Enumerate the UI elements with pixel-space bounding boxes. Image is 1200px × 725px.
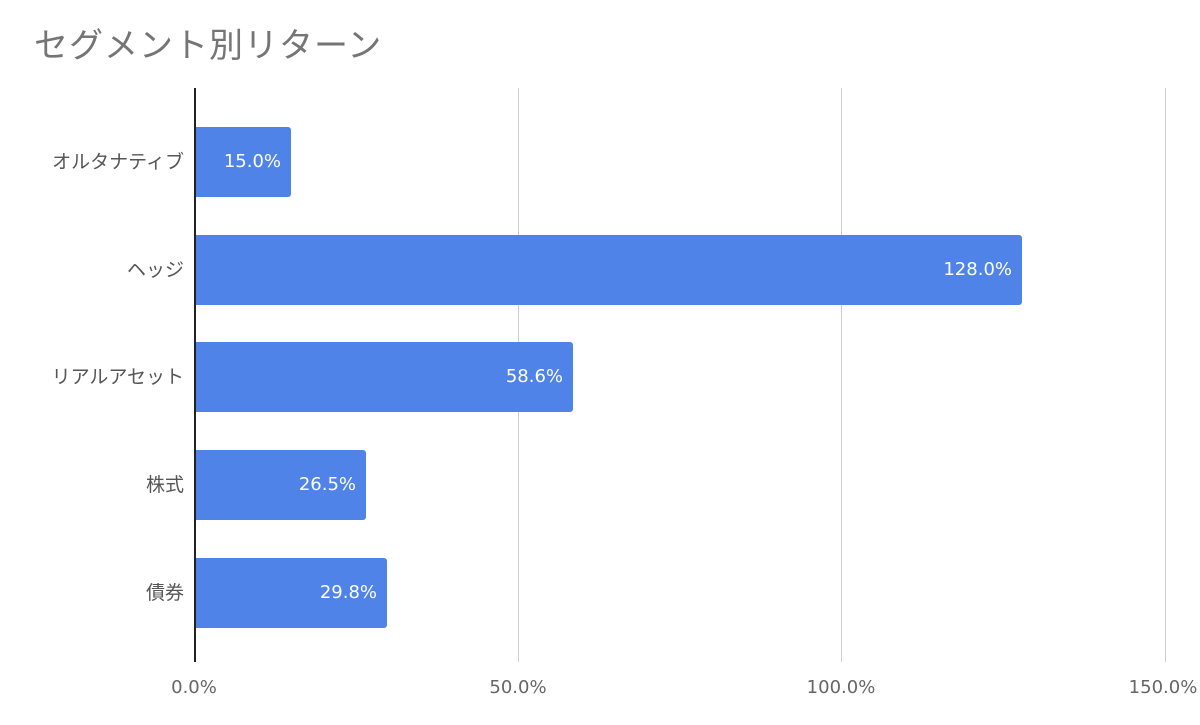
chart-title: セグメント別リターン bbox=[34, 26, 383, 66]
bar-alternative[interactable]: 15.0% bbox=[195, 127, 291, 197]
x-tick-label: 0.0% bbox=[171, 677, 217, 698]
category-label: 株式 bbox=[145, 474, 184, 496]
gridline-150 bbox=[1165, 88, 1166, 662]
category-label: リアルアセット bbox=[51, 366, 184, 388]
bar-value-label: 26.5% bbox=[298, 474, 356, 495]
x-tick-label: 150.0% bbox=[1128, 677, 1198, 698]
x-tick-label: 100.0% bbox=[806, 677, 876, 698]
bar-value-label: 128.0% bbox=[943, 259, 1012, 280]
gridline-100 bbox=[841, 88, 842, 662]
bar-bond[interactable]: 29.8% bbox=[195, 558, 387, 628]
plot-area: 15.0% 128.0% 58.6% 26.5% 29.8% bbox=[194, 88, 1166, 662]
category-label: オルタナティブ bbox=[52, 151, 184, 173]
bar-equity[interactable]: 26.5% bbox=[195, 450, 366, 520]
y-axis-line bbox=[194, 88, 196, 662]
category-label: 債券 bbox=[145, 582, 184, 604]
bar-value-label: 15.0% bbox=[223, 151, 281, 172]
x-tick-label: 50.0% bbox=[489, 677, 547, 698]
bar-hedge[interactable]: 128.0% bbox=[195, 235, 1022, 305]
category-label: ヘッジ bbox=[126, 259, 184, 281]
bar-value-label: 29.8% bbox=[319, 582, 377, 603]
bar-real-asset[interactable]: 58.6% bbox=[195, 342, 573, 412]
bar-value-label: 58.6% bbox=[505, 366, 563, 387]
